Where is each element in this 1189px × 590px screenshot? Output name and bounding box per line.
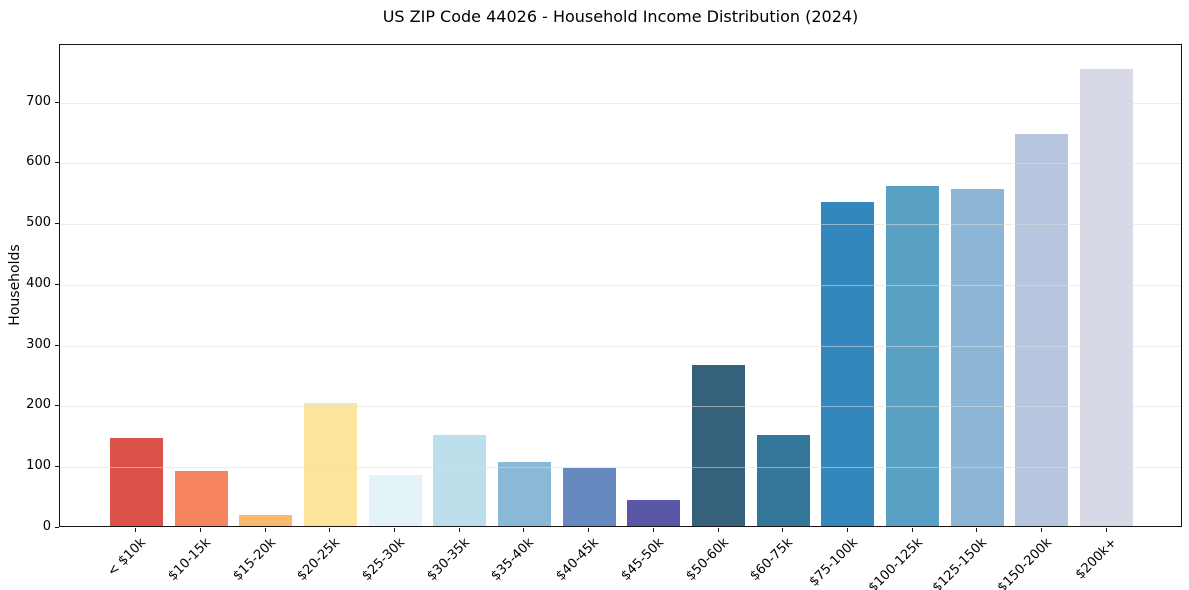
y-tick-label: 0 <box>42 519 51 534</box>
bar-< $10k <box>109 438 163 526</box>
x-tick-label: $100-125k <box>865 535 926 590</box>
x-tick-mark <box>523 528 525 532</box>
gridline-600 <box>60 163 1181 164</box>
bar-$20-25k <box>303 403 357 526</box>
y-tick-label: 300 <box>26 337 51 352</box>
bar-$50-60k <box>692 365 746 526</box>
y-tick-mark <box>55 405 59 406</box>
x-tick-label: $15-20k <box>230 535 279 584</box>
gridline-300 <box>60 346 1181 347</box>
y-tick-label: 600 <box>26 154 51 169</box>
x-tick-mark <box>135 528 137 532</box>
x-tick-label: $25-30k <box>359 535 408 584</box>
y-tick-label: 500 <box>26 215 51 230</box>
x-tick-mark <box>394 528 396 532</box>
x-tick-mark <box>329 528 331 532</box>
x-tick-mark <box>264 528 266 532</box>
y-tick-mark <box>55 162 59 163</box>
x-tick-label: $10-15k <box>165 535 214 584</box>
bar-$100-125k <box>886 186 940 526</box>
y-tick-label: 400 <box>26 276 51 291</box>
bar-$10-15k <box>174 471 228 526</box>
x-tick-label: $45-50k <box>618 535 667 584</box>
y-tick-label: 200 <box>26 397 51 412</box>
x-tick-label: $50-60k <box>682 535 732 584</box>
x-tick-label: $150-200k <box>994 535 1055 590</box>
x-tick-label: $35-40k <box>488 535 538 584</box>
x-tick-mark <box>1040 528 1042 532</box>
bar-$60-75k <box>756 435 810 526</box>
x-tick-mark <box>846 528 848 532</box>
bar-$150-200k <box>1015 134 1069 526</box>
gridline-500 <box>60 224 1181 225</box>
x-tick-mark <box>717 528 719 532</box>
x-tick-mark <box>652 528 654 532</box>
plot-area <box>59 44 1182 527</box>
y-tick-mark <box>55 102 59 103</box>
gridline-700 <box>60 103 1181 104</box>
y-tick-mark <box>55 345 59 346</box>
y-tick-mark <box>55 223 59 224</box>
x-tick-label: $75-100k <box>806 535 861 590</box>
gridline-200 <box>60 406 1181 407</box>
gridline-100 <box>60 467 1181 468</box>
x-tick-label: $125-150k <box>929 535 991 590</box>
bar-$75-100k <box>821 202 875 526</box>
bar-$30-35k <box>433 435 487 526</box>
gridline-400 <box>60 285 1181 286</box>
bar-$40-45k <box>562 468 616 526</box>
x-tick-mark <box>458 528 460 532</box>
x-tick-mark <box>588 528 590 532</box>
x-tick-label: $20-25k <box>294 535 344 584</box>
bar-$35-40k <box>497 462 551 526</box>
x-tick-label: $60-75k <box>747 535 797 584</box>
x-tick-label: $30-35k <box>424 535 473 584</box>
chart-title: US ZIP Code 44026 - Household Income Dis… <box>382 7 859 26</box>
bar-$25-30k <box>368 475 422 526</box>
bar-$15-20k <box>239 515 293 526</box>
y-tick-label: 100 <box>26 458 51 473</box>
x-tick-mark <box>782 528 784 532</box>
x-tick-mark <box>1105 528 1107 532</box>
x-tick-label: $200k+ <box>1072 535 1120 583</box>
bar-$45-50k <box>627 500 681 526</box>
x-tick-label: $40-45k <box>553 535 603 584</box>
x-tick-mark <box>911 528 913 532</box>
y-tick-mark <box>55 466 59 467</box>
bar-$125-150k <box>950 189 1004 526</box>
x-tick-mark <box>200 528 202 532</box>
x-tick-mark <box>976 528 978 532</box>
y-tick-mark <box>55 527 59 528</box>
y-tick-label: 700 <box>26 94 51 109</box>
bar-$200k+ <box>1080 69 1134 526</box>
x-tick-label: < $10k <box>105 535 150 580</box>
y-tick-mark <box>55 284 59 285</box>
